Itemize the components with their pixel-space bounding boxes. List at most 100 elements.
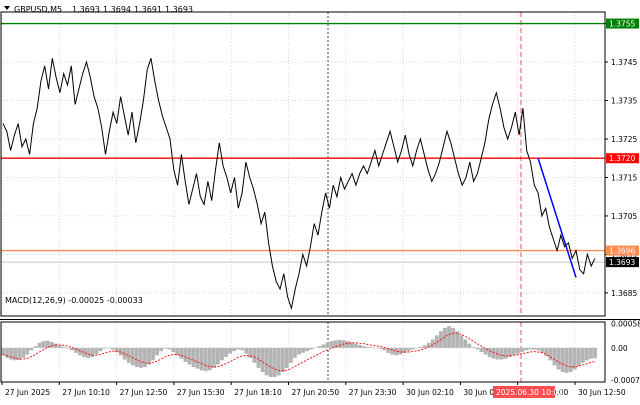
macd-histogram-bar <box>321 344 326 348</box>
macd-pane[interactable]: MACD(12,26,9) -0.00025 -0.00033 <box>1 296 605 382</box>
macd-histogram-bar <box>366 347 370 348</box>
macd-label: MACD(12,26,9) -0.00025 -0.00033 <box>5 296 143 305</box>
macd-histogram-bar <box>580 347 585 363</box>
macd-histogram-bar <box>337 339 342 348</box>
time-tick-label: 27 Jun 20:50 <box>292 388 340 397</box>
macd-histogram-bar <box>483 347 488 355</box>
macd-histogram-bar <box>114 347 119 352</box>
macd-histogram-bar <box>309 347 314 350</box>
macd-histogram-bar <box>406 347 411 352</box>
macd-histogram-bar <box>593 347 597 359</box>
macd-histogram-bar <box>41 341 46 348</box>
macd-histogram-bar <box>195 347 200 369</box>
macd-histogram-bar <box>552 347 557 366</box>
macd-histogram-bar <box>576 347 581 367</box>
macd-histogram-bar <box>53 343 58 348</box>
macd-histogram-bar <box>357 344 362 348</box>
macd-histogram-bar <box>297 347 301 355</box>
macd-tick-label: 0.00 <box>611 344 628 353</box>
macd-histogram-bar <box>313 347 318 349</box>
macd-histogram-bar <box>345 341 350 348</box>
macd-histogram-bar <box>455 331 460 348</box>
macd-histogram-bar <box>528 347 533 350</box>
macd-histogram-bar <box>240 347 245 351</box>
macd-histogram-bar <box>74 347 78 353</box>
macd-histogram-bar <box>21 347 26 358</box>
macd-histogram-bar <box>536 347 541 351</box>
price-pane-frame <box>0 11 606 317</box>
macd-histogram-bar <box>516 347 520 354</box>
price-tick-label: 1.3735 <box>611 97 637 106</box>
macd-histogram-bar <box>333 340 338 348</box>
macd-histogram-bar <box>78 347 82 356</box>
macd-histogram-bar <box>268 347 273 377</box>
macd-histogram-bar <box>564 347 569 373</box>
macd-histogram-bar <box>264 347 269 376</box>
macd-histogram-bar <box>228 347 232 354</box>
macd-histogram-bar <box>394 347 399 356</box>
macd-histogram-bar <box>25 347 30 355</box>
macd-histogram-bar <box>61 347 66 348</box>
trend-line[interactable] <box>537 158 577 278</box>
session-separators <box>327 12 522 382</box>
macd-histogram-bar <box>106 347 111 349</box>
macd-histogram-bar <box>471 347 476 348</box>
macd-histogram-bar <box>126 347 131 363</box>
macd-histogram-bar <box>232 347 237 352</box>
macd-histogram-bar <box>260 347 265 372</box>
price-tick-label: 1.3715 <box>611 173 637 182</box>
time-tick-label: 27 Jun 2025 <box>5 388 50 397</box>
macd-histogram-bar <box>220 347 224 361</box>
price-series-line <box>2 58 596 311</box>
time-tick-label: 27 Jun 12:50 <box>120 388 168 397</box>
macd-histogram-bar <box>37 342 42 348</box>
price-pane[interactable]: GBPUSD,M5 1.3693 1.3694 1.3691 1.3693 <box>1 5 605 382</box>
price-axis: 1.3755 1.3745 1.3735 1.3725 1.3715 1.3705 1.36… <box>605 18 639 298</box>
macd-histogram-bar <box>143 347 147 367</box>
collapse-triangle-icon[interactable] <box>4 6 10 10</box>
price-tick-label: 1.3745 <box>611 58 637 67</box>
macd-histogram-bar <box>102 347 107 349</box>
macd-histogram-bar <box>224 347 228 357</box>
macd-histogram-bar <box>130 347 135 366</box>
level-price-tag <box>606 18 639 29</box>
macd-histogram-bar <box>374 347 378 349</box>
price-tick-label: 1.3725 <box>611 135 637 144</box>
macd-histogram-bar <box>138 347 143 368</box>
macd-histogram-bar <box>434 335 439 348</box>
macd-histogram-bar <box>390 347 395 355</box>
macd-histogram-bar <box>57 345 62 348</box>
macd-histogram-bar <box>175 347 180 356</box>
cursor-time-tag <box>493 386 555 398</box>
macd-histogram-bar <box>589 347 593 359</box>
level-price-label: 1.3696 <box>609 247 635 256</box>
macd-histogram-bar <box>155 347 159 356</box>
macd-histogram-bar <box>402 347 407 353</box>
macd-histogram-bar <box>82 347 86 357</box>
macd-histogram-bar <box>584 347 589 361</box>
macd-histogram-bar <box>9 347 14 360</box>
macd-histogram-bar <box>163 347 168 349</box>
macd-histogram-bar <box>293 347 297 358</box>
macd-histogram-bar <box>211 347 216 368</box>
time-tick-label: 27 Jun 10:10 <box>62 388 110 397</box>
cursor-time-label: 2025.06.30 10:00 <box>493 386 563 398</box>
macd-histogram-bar <box>487 347 492 357</box>
macd-histogram-bar <box>301 347 305 353</box>
time-tick-label: 30 Jun 12:50 <box>578 388 626 397</box>
horizontal-levels[interactable] <box>1 22 605 263</box>
macd-histogram-bar <box>378 347 382 349</box>
current-price-label: 1.3693 <box>609 258 635 267</box>
macd-histogram-bar <box>548 347 553 361</box>
macd-histogram-bar <box>179 347 184 359</box>
macd-histogram-bar <box>151 347 155 361</box>
macd-histogram-bar <box>191 347 196 367</box>
macd-axis: 0.00058 0.00 -0.00077 <box>611 320 640 385</box>
macd-histogram-bar <box>410 347 415 350</box>
macd-histogram-bar <box>556 347 561 370</box>
macd-histogram-bar <box>568 347 573 372</box>
macd-histogram-bar <box>329 341 334 348</box>
price-tick-label: 1.3705 <box>611 212 637 221</box>
